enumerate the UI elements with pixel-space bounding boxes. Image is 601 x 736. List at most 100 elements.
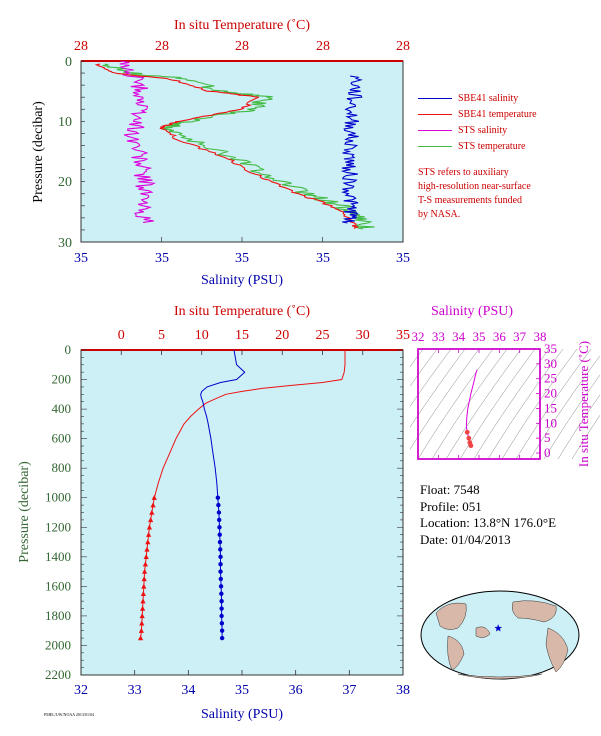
float-number: Float: 7548 xyxy=(420,482,480,497)
salinity-marker xyxy=(216,510,222,515)
top-pressure-tick: 10 xyxy=(58,115,72,130)
legend-label: STS temperature xyxy=(458,140,526,152)
legend-label: SBE41 temperature xyxy=(458,108,537,120)
ts-deep-marker xyxy=(468,443,474,449)
ts-density-contour xyxy=(487,348,564,460)
temperature-marker xyxy=(137,635,144,641)
top-pressure-axis-title: Pressure (decibar) xyxy=(31,101,46,203)
footer-credit: PMEL/UW/NOAA 2013/01/04 xyxy=(44,712,95,717)
pressure-tick-label: 1600 xyxy=(45,578,71,593)
temperature-marker xyxy=(139,613,145,619)
salinity-marker xyxy=(218,547,223,552)
salinity-marker xyxy=(219,606,224,611)
legend-item: SBE41 salinity xyxy=(418,90,537,106)
temp-tick-label: 20 xyxy=(275,328,289,343)
profile-date: Date: 01/04/2013 xyxy=(420,531,511,547)
ts-density-contour xyxy=(571,414,600,460)
ts-diagram: Salinity (PSU) 32 33 34 35 36 37 38 0510152025… xyxy=(410,304,600,467)
temperature-marker xyxy=(139,620,145,626)
ts-sal-tick-label: 38 xyxy=(534,329,547,344)
temp-tick-label: 15 xyxy=(235,328,249,343)
main-pressure-tick-labels: 0 200 400 600 800 1000 1200 1400 1600 1800 2000 220… xyxy=(45,342,71,682)
legend-label: SBE41 salinity xyxy=(458,92,519,104)
salinity-marker xyxy=(219,613,224,619)
temp-tick-label: 30 xyxy=(356,328,370,343)
salinity-marker xyxy=(219,598,224,604)
ts-density-contour xyxy=(417,348,494,460)
main-plot-area xyxy=(80,349,404,676)
temp-tick-label: 10 xyxy=(195,328,209,343)
pressure-tick-label: 1000 xyxy=(45,490,71,505)
note-line: high-resolution near-surface xyxy=(418,181,531,192)
ts-density-contour xyxy=(431,348,508,460)
main-sal-axis-title: Salinity (PSU) xyxy=(201,707,283,722)
sal-tick-label: 33 xyxy=(128,683,142,698)
note-line: by NASA. xyxy=(418,209,461,220)
top-sal-tick-labels: 35 35 35 35 35 xyxy=(74,251,410,266)
ts-temp-tick-label: 10 xyxy=(544,415,557,430)
salinity-marker xyxy=(215,495,221,500)
temperature-marker xyxy=(142,561,148,567)
salinity-marker xyxy=(218,584,224,589)
ts-sal-tick-labels: 32 33 34 35 36 37 38 xyxy=(412,329,547,344)
ts-temp-tick-label: 20 xyxy=(544,386,557,401)
top-temp-tick: 28 xyxy=(74,39,88,54)
ts-density-contour xyxy=(410,348,438,387)
top-temp-axis-title: In situ Temperature (˚C) xyxy=(174,18,310,33)
sts-note: STS refers to auxiliary high-resolution … xyxy=(418,166,531,222)
ts-density-contour xyxy=(543,374,600,460)
salinity-marker xyxy=(218,562,223,567)
ts-temp-tick-label: 35 xyxy=(544,341,557,356)
sal-tick-label: 34 xyxy=(181,683,195,698)
temp-tick-label: 35 xyxy=(396,328,410,343)
ts-density-contour xyxy=(410,348,466,428)
salinity-marker xyxy=(219,591,224,596)
ts-sal-tick-label: 37 xyxy=(513,329,527,344)
pressure-tick-label: 1200 xyxy=(45,519,71,534)
legend-label: STS salinity xyxy=(458,124,508,136)
top-temp-tick: 28 xyxy=(155,39,169,54)
temperature-marker xyxy=(145,539,151,545)
map-landmass xyxy=(475,626,491,638)
ts-density-contour xyxy=(501,348,578,460)
sal-tick-label: 35 xyxy=(235,683,249,698)
map-landmass xyxy=(457,673,543,680)
main-sal-tick-labels: 32 33 34 35 36 37 38 xyxy=(74,683,410,698)
pressure-tick-label: 2000 xyxy=(45,637,71,652)
salinity-marker xyxy=(217,539,223,545)
pressure-tick-label: 200 xyxy=(52,372,72,387)
legend-item: STS salinity xyxy=(418,122,537,138)
ts-sal-tick-label: 33 xyxy=(432,329,445,344)
profile-number: Profile: 051 xyxy=(420,498,482,514)
top-series-group xyxy=(94,60,375,230)
legend-item: STS temperature xyxy=(418,138,537,154)
map-landmass xyxy=(545,627,569,673)
ts-density-contour xyxy=(410,348,480,450)
legend-item: SBE41 temperature xyxy=(418,106,537,122)
temperature-marker xyxy=(148,517,154,523)
map-landmass xyxy=(435,602,467,630)
top-sal-tick: 35 xyxy=(235,251,249,266)
top-sal-tick: 35 xyxy=(155,251,169,266)
pressure-tick-label: 1800 xyxy=(45,608,71,623)
main-temp-axis-title: In situ Temperature (˚C) xyxy=(174,304,310,319)
ts-deep-marker xyxy=(464,429,470,435)
ts-profile-group xyxy=(464,369,478,449)
salinity-marker xyxy=(218,569,223,574)
temperature-marker xyxy=(150,502,156,508)
salinity-marker xyxy=(217,532,222,537)
ts-density-contour xyxy=(459,348,536,460)
temperature-marker xyxy=(141,576,147,582)
sal-tick-label: 36 xyxy=(289,683,303,698)
full-depth-chart: In situ Temperature (˚C) 0 5 10 15 20 25 30 35 … xyxy=(17,304,410,722)
temperature-marker xyxy=(138,627,144,633)
temperature-marker xyxy=(144,546,150,552)
sal-tick-label: 38 xyxy=(396,683,410,698)
ts-sal-tick-label: 36 xyxy=(493,329,507,344)
top-pressure-tick: 0 xyxy=(65,55,72,70)
main-series-group xyxy=(137,349,346,641)
salinity-marker xyxy=(216,517,222,523)
float-location-marker xyxy=(494,624,502,632)
salinity-marker xyxy=(217,525,222,530)
